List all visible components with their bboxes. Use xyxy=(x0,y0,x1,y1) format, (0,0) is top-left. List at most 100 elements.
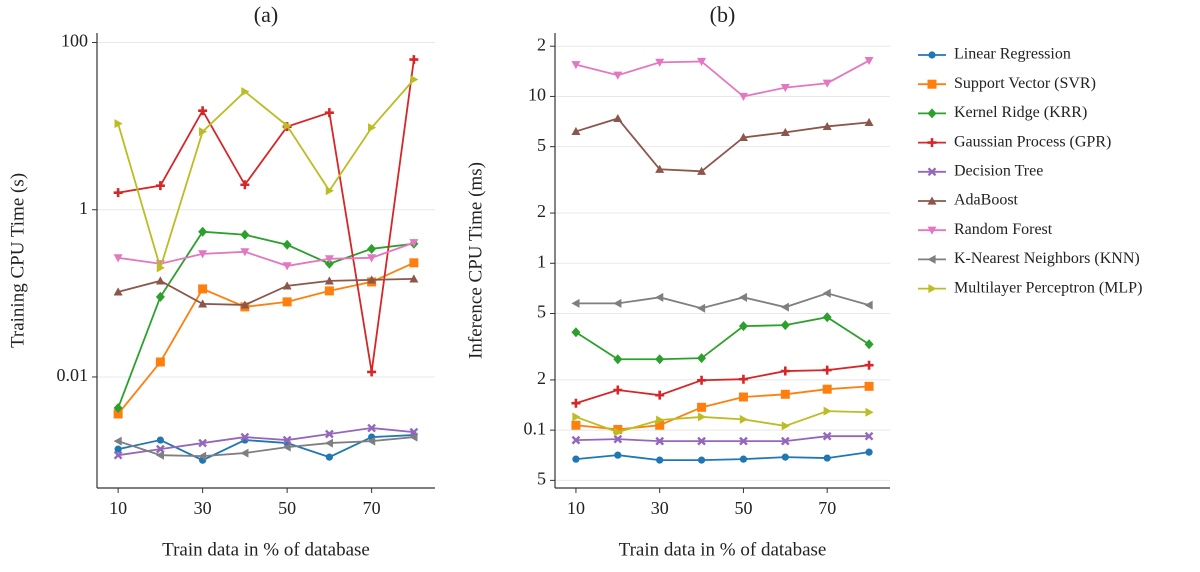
marker xyxy=(240,229,250,240)
series-line xyxy=(118,241,415,267)
marker xyxy=(198,226,208,237)
marker xyxy=(738,392,748,402)
marker xyxy=(613,298,622,308)
series-line xyxy=(117,427,414,457)
marker xyxy=(113,450,123,460)
marker xyxy=(324,108,334,118)
marker xyxy=(572,455,580,463)
marker xyxy=(823,454,831,462)
marker xyxy=(241,87,250,97)
marker xyxy=(864,360,874,370)
marker xyxy=(781,453,789,461)
marker xyxy=(282,239,292,250)
marker xyxy=(865,407,874,417)
marker xyxy=(571,420,581,430)
marker xyxy=(823,406,832,416)
marker xyxy=(864,117,874,126)
marker xyxy=(155,276,165,285)
marker xyxy=(614,427,623,437)
marker xyxy=(198,438,207,448)
marker xyxy=(613,113,623,123)
marker xyxy=(864,300,873,310)
marker xyxy=(198,250,208,259)
marker xyxy=(198,451,207,461)
marker xyxy=(571,126,581,136)
legend-label: Random Forest xyxy=(954,221,1053,238)
x-tick-label: 70 xyxy=(818,498,836,518)
marker xyxy=(613,385,623,395)
marker xyxy=(156,263,165,273)
marker xyxy=(864,339,874,350)
y-tick-label: 5 xyxy=(537,468,546,488)
marker xyxy=(155,181,165,191)
marker xyxy=(739,436,748,446)
legend-marker xyxy=(927,196,937,205)
marker xyxy=(780,320,790,331)
series-line xyxy=(117,277,414,306)
legend-marker xyxy=(927,167,937,177)
series-line xyxy=(117,436,414,458)
x-tick-label: 30 xyxy=(651,498,669,518)
marker xyxy=(822,431,832,441)
series-line xyxy=(575,316,870,361)
marker xyxy=(822,365,832,375)
marker xyxy=(780,389,790,399)
marker xyxy=(780,127,790,136)
marker xyxy=(368,123,377,133)
series-line xyxy=(575,410,870,434)
x-tick-label: 50 xyxy=(278,498,296,518)
marker xyxy=(822,79,832,88)
legend-marker xyxy=(927,138,937,148)
legend-marker xyxy=(927,254,936,264)
marker xyxy=(367,243,377,254)
series-line xyxy=(575,385,870,431)
marker xyxy=(324,286,334,296)
marker xyxy=(199,127,208,137)
marker xyxy=(655,436,665,446)
marker xyxy=(367,275,377,284)
marker xyxy=(780,366,790,376)
marker xyxy=(324,438,333,448)
marker xyxy=(240,180,250,190)
marker xyxy=(613,354,623,365)
marker xyxy=(739,455,748,463)
marker xyxy=(571,298,580,308)
y-axis-label: Inference CPU Time (ms) xyxy=(465,162,486,359)
marker xyxy=(738,132,748,142)
y-axis-label: Training CPU Time (s) xyxy=(7,173,28,348)
marker xyxy=(156,436,164,444)
x-tick-label: 10 xyxy=(567,498,585,518)
marker xyxy=(864,56,874,66)
legend-marker xyxy=(927,79,937,89)
marker xyxy=(324,276,334,285)
marker xyxy=(571,435,581,445)
marker xyxy=(155,357,165,367)
marker xyxy=(240,432,250,442)
series-line xyxy=(575,117,870,173)
legend-label: K-Nearest Neighbors (KNN) xyxy=(954,250,1140,267)
marker xyxy=(367,436,376,446)
marker xyxy=(864,381,874,391)
marker xyxy=(282,442,291,452)
series-line xyxy=(117,261,415,415)
marker xyxy=(113,436,122,446)
marker xyxy=(697,353,707,364)
legend-label: AdaBoost xyxy=(954,192,1019,209)
y-tick-label: 10 xyxy=(528,85,546,105)
marker xyxy=(198,284,208,294)
legend-label: Decision Tree xyxy=(954,162,1043,179)
marker xyxy=(367,367,377,377)
marker xyxy=(781,421,790,431)
marker xyxy=(240,300,250,309)
series-line xyxy=(117,230,414,409)
marker xyxy=(571,61,581,70)
legend-marker xyxy=(927,108,937,119)
legend-marker xyxy=(928,51,936,59)
marker xyxy=(780,83,790,93)
marker xyxy=(655,390,665,400)
marker xyxy=(738,321,748,332)
marker xyxy=(325,186,334,196)
series-line xyxy=(575,59,870,98)
series-line xyxy=(575,292,870,310)
